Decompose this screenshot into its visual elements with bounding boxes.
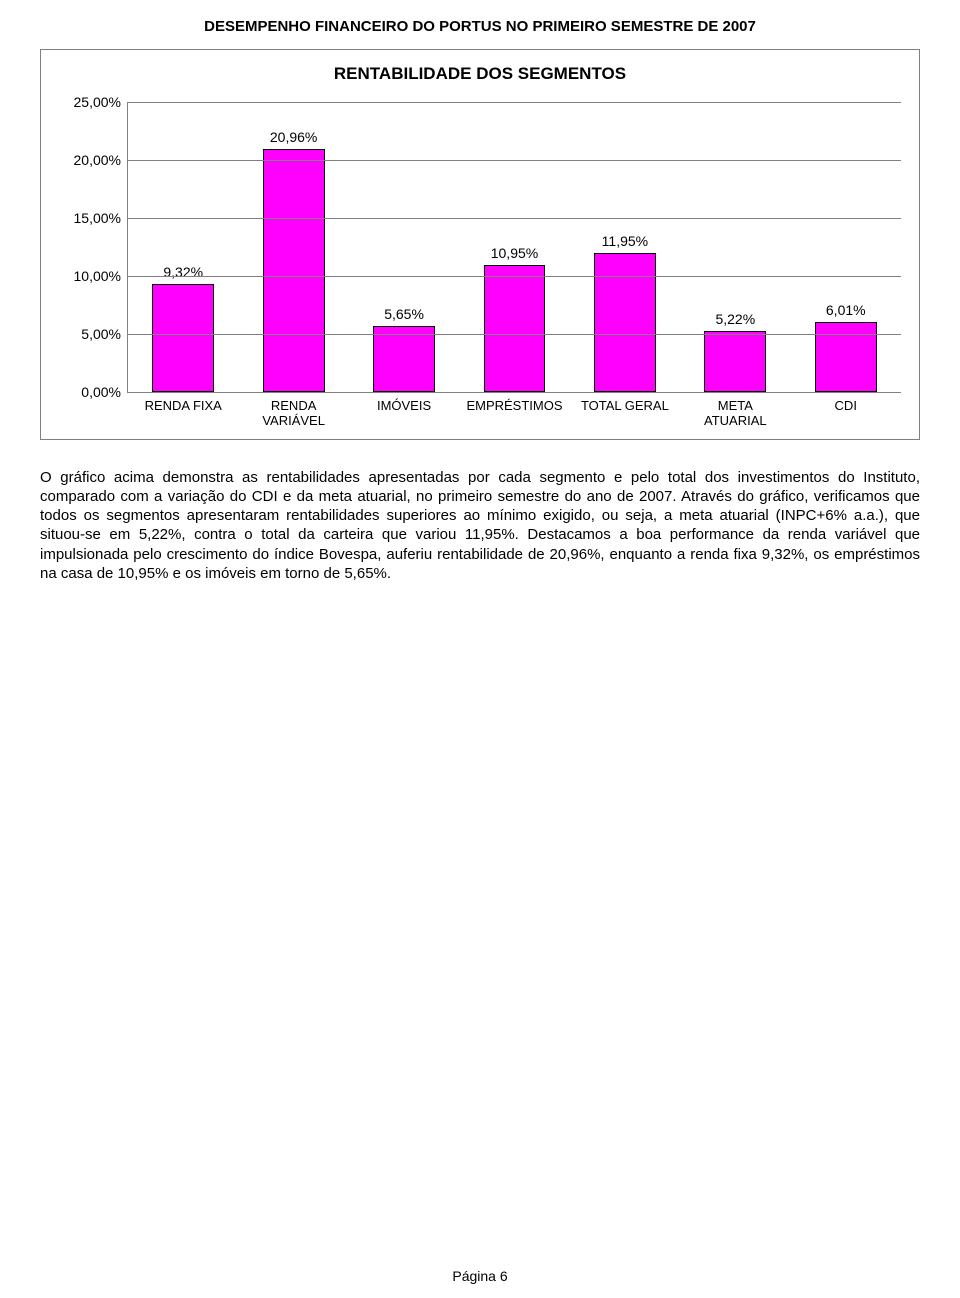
bar-value-label: 10,95%	[459, 245, 569, 261]
bar-slot: 5,22%	[680, 102, 790, 392]
x-tick-label: EMPRÉSTIMOS	[459, 399, 569, 429]
bar	[484, 265, 546, 392]
document-title: DESEMPENHO FINANCEIRO DO PORTUS NO PRIME…	[40, 18, 920, 35]
bar-slot: 10,95%	[459, 102, 569, 392]
x-tick-label: CDI	[791, 399, 901, 429]
bar	[815, 322, 877, 392]
grid-line	[128, 334, 901, 335]
chart-title: RENTABILIDADE DOS SEGMENTOS	[59, 64, 901, 84]
bars-layer: 9,32% 20,96% 5,65% 10,95%11,95% 5,22%6,01%	[128, 102, 901, 392]
grid-line	[128, 160, 901, 161]
bar	[373, 326, 435, 392]
page: DESEMPENHO FINANCEIRO DO PORTUS NO PRIME…	[0, 0, 960, 1298]
bar	[704, 331, 766, 392]
chart-plot-wrap: 25,00%20,00%15,00%10,00%5,00%0,00% 9,32%…	[59, 102, 901, 393]
x-tick-label: RENDAVARIÁVEL	[238, 399, 348, 429]
bar	[263, 149, 325, 392]
bar-slot: 11,95%	[570, 102, 680, 392]
bar-slot: 20,96%	[238, 102, 348, 392]
x-tick-label: TOTAL GERAL	[570, 399, 680, 429]
bar-value-label: 6,01%	[791, 302, 901, 318]
grid-line	[128, 218, 901, 219]
page-footer: Página 6	[0, 1268, 960, 1284]
x-tick-label: IMÓVEIS	[349, 399, 459, 429]
x-axis: RENDA FIXARENDAVARIÁVELIMÓVEISEMPRÉSTIMO…	[59, 399, 901, 429]
bar-value-label: 11,95%	[570, 233, 680, 249]
bar-slot: 9,32%	[128, 102, 238, 392]
chart-container: RENTABILIDADE DOS SEGMENTOS 25,00%20,00%…	[40, 49, 920, 440]
plot-area: 9,32% 20,96% 5,65% 10,95%11,95% 5,22%6,01%	[127, 102, 901, 393]
bar-slot: 6,01%	[791, 102, 901, 392]
x-axis-labels: RENDA FIXARENDAVARIÁVELIMÓVEISEMPRÉSTIMO…	[128, 399, 901, 429]
x-axis-spacer	[59, 399, 128, 429]
bar-value-label: 20,96%	[238, 129, 348, 145]
bar	[594, 253, 656, 392]
x-tick-label: RENDA FIXA	[128, 399, 238, 429]
y-axis: 25,00%20,00%15,00%10,00%5,00%0,00%	[59, 102, 127, 392]
bar-value-label: 5,65%	[349, 306, 459, 322]
bar-value-label: 5,22%	[680, 311, 790, 327]
bar-value-label: 9,32%	[128, 264, 238, 280]
bar-slot: 5,65%	[349, 102, 459, 392]
x-tick-label: METAATUARIAL	[680, 399, 790, 429]
grid-line	[128, 102, 901, 103]
grid-line	[128, 276, 901, 277]
bar	[152, 284, 214, 392]
description-paragraph: O gráfico acima demonstra as rentabilida…	[40, 468, 920, 583]
